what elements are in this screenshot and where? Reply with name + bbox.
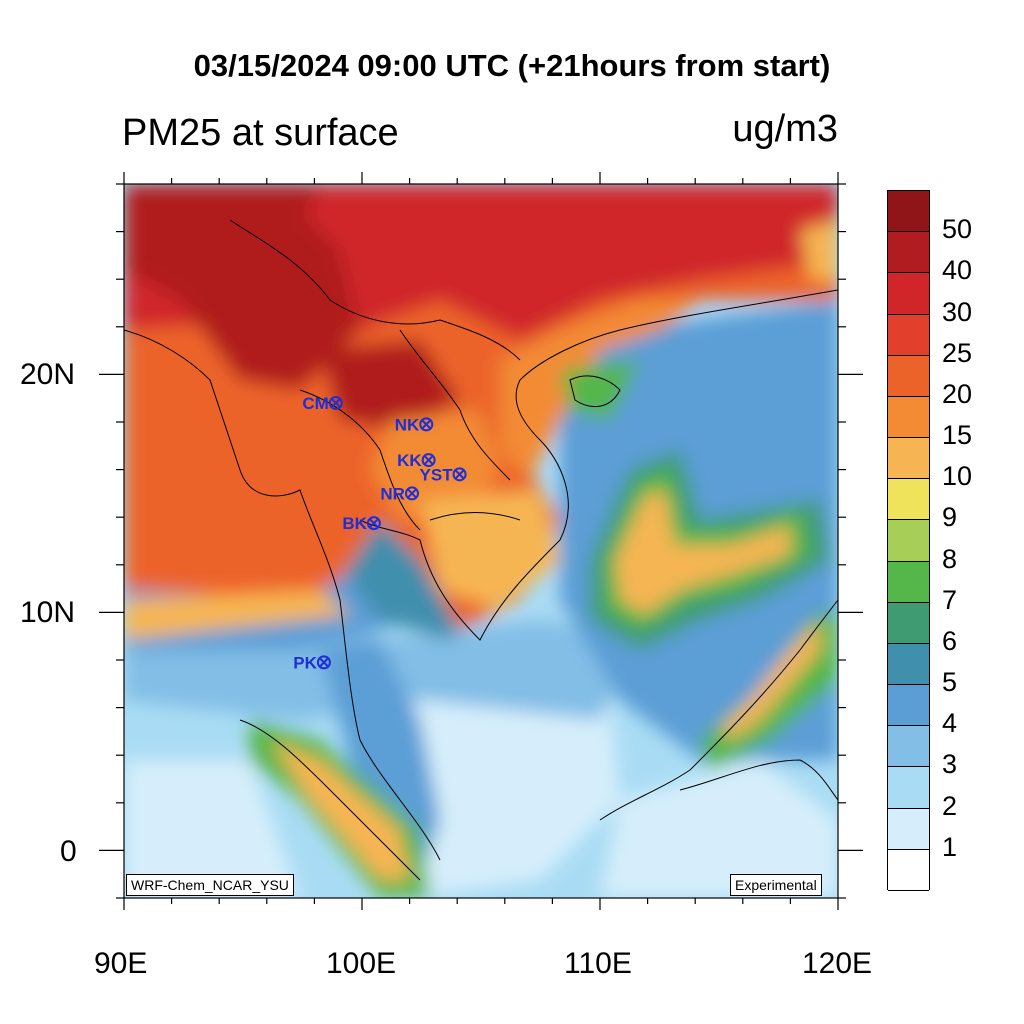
axis-ticks bbox=[99, 172, 863, 910]
experimental-tag: Experimental bbox=[730, 874, 822, 896]
station-symbol bbox=[328, 395, 343, 410]
station-marker: NK bbox=[395, 415, 434, 434]
colorbar-swatch bbox=[888, 396, 929, 439]
page-title: 03/15/2024 09:00 UTC (+21hours from star… bbox=[193, 48, 831, 83]
colorbar-swatch bbox=[888, 849, 929, 891]
station-label: NK bbox=[395, 415, 420, 434]
colorbar-swatch bbox=[888, 726, 929, 768]
colorbar-swatch bbox=[888, 602, 929, 644]
coastlines bbox=[124, 219, 838, 881]
station-label: CM bbox=[302, 394, 328, 413]
colorbar-label: 50 bbox=[942, 214, 973, 245]
colorbar-swatch bbox=[888, 643, 929, 686]
station-marker: YST bbox=[420, 465, 467, 484]
y-tick-label: 10N bbox=[20, 596, 76, 629]
colorbar-swatch bbox=[888, 685, 929, 727]
colorbar-label: 30 bbox=[942, 296, 973, 327]
colorbar-label: 10 bbox=[942, 461, 973, 492]
colorbar-label: 40 bbox=[942, 255, 973, 286]
station-marker: NR bbox=[380, 484, 419, 503]
station-label: BK bbox=[342, 514, 367, 533]
station-symbol bbox=[366, 516, 381, 531]
station-marker: PK bbox=[293, 653, 331, 672]
colorbar-swatch bbox=[888, 355, 929, 397]
station-marker: KK bbox=[397, 451, 436, 470]
station-symbol bbox=[421, 453, 436, 468]
pm25-field bbox=[124, 184, 838, 898]
colorbar-swatch bbox=[888, 808, 929, 850]
colorbar-label: 15 bbox=[942, 420, 973, 451]
station-cross bbox=[421, 419, 431, 430]
y-tick-label: 0 bbox=[60, 835, 77, 868]
station-symbol bbox=[419, 417, 434, 432]
colorbar-swatch bbox=[888, 232, 929, 274]
x-tick-label: 110E bbox=[564, 947, 632, 980]
x-tick-label: 90E bbox=[94, 947, 148, 980]
station-cross bbox=[369, 518, 379, 528]
colorbar-label: 3 bbox=[942, 749, 958, 780]
station-symbol bbox=[316, 655, 331, 670]
colorbar-swatch bbox=[888, 273, 929, 315]
station-symbol bbox=[452, 467, 467, 482]
model-tag: WRF-Chem_NCAR_YSU bbox=[126, 874, 294, 896]
x-tick-label: 120E bbox=[802, 947, 873, 980]
station-marker: BK bbox=[342, 514, 381, 533]
station-marker: CM bbox=[302, 394, 343, 413]
station-cross bbox=[331, 398, 341, 408]
x-tick-label: 100E bbox=[326, 947, 397, 980]
station-label: NR bbox=[380, 484, 405, 503]
colorbar-label: 2 bbox=[942, 790, 958, 821]
units-label: ug/m3 bbox=[732, 108, 838, 150]
y-tick-label: 20N bbox=[20, 358, 76, 391]
station-cross bbox=[407, 488, 417, 499]
colorbar bbox=[887, 190, 930, 891]
colorbar-swatch bbox=[888, 520, 929, 562]
variable-title: PM25 at surface bbox=[122, 112, 399, 154]
colorbar-label: 9 bbox=[942, 502, 958, 533]
colorbar-label: 8 bbox=[942, 543, 958, 574]
colorbar-swatch bbox=[888, 314, 929, 356]
station-label: YST bbox=[420, 465, 454, 484]
colorbar-swatch bbox=[888, 767, 929, 809]
station-cross bbox=[454, 469, 465, 480]
station-cross bbox=[423, 455, 434, 465]
station-label: KK bbox=[397, 451, 422, 470]
colorbar-label: 20 bbox=[942, 378, 973, 409]
colorbar-swatch bbox=[888, 438, 929, 480]
colorbar-label: 4 bbox=[942, 708, 958, 739]
station-symbol bbox=[404, 486, 419, 501]
colorbar-label: 6 bbox=[942, 625, 958, 656]
station-label: PK bbox=[293, 653, 317, 672]
colorbar-label: 7 bbox=[942, 584, 958, 615]
colorbar-swatch bbox=[888, 479, 929, 521]
colorbar-label: 1 bbox=[942, 831, 958, 862]
colorbar-label: 25 bbox=[942, 337, 973, 368]
station-cross bbox=[319, 657, 329, 668]
map-frame bbox=[123, 183, 839, 899]
colorbar-label: 5 bbox=[942, 667, 958, 698]
colorbar-swatch bbox=[888, 561, 929, 603]
colorbar-swatch bbox=[888, 191, 929, 233]
